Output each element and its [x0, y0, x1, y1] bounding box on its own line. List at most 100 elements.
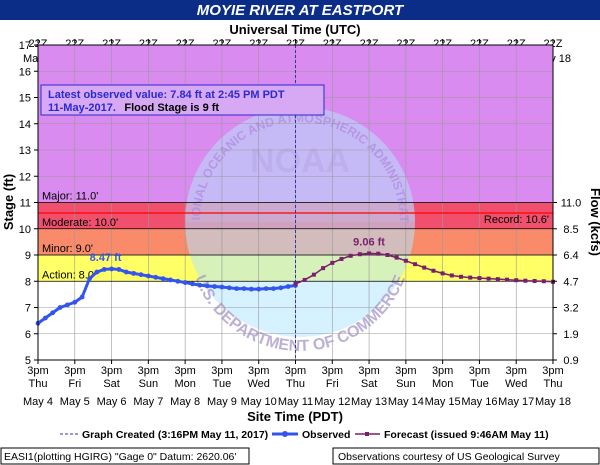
threshold-label-minor: Minor: 9.0'	[42, 243, 93, 255]
forecast-peak-label: 9.06 ft	[353, 236, 385, 248]
observed-point	[87, 276, 92, 282]
observed-peak-label: 8.47 ft	[90, 252, 122, 264]
forecast-point	[330, 260, 335, 265]
local-tick-day: Mon	[432, 378, 453, 390]
observed-point	[153, 274, 159, 280]
local-tick-date: May 6	[97, 396, 127, 408]
threshold-label-action: Action: 8.0'	[42, 269, 96, 281]
local-tick-day: Sun	[396, 378, 416, 390]
info-line2: 11-May-2017. Flood Stage is 9 ft	[48, 98, 219, 115]
local-tick-time: 3pm	[248, 365, 269, 377]
local-tick-day: Wed	[505, 378, 527, 390]
legend: Graph Created (3:16PM May 11, 2017) Obse…	[60, 429, 549, 441]
flow-tick-label: 6.4	[563, 250, 578, 262]
forecast-point	[495, 277, 500, 282]
observed-point	[248, 286, 254, 292]
observed-point	[234, 286, 240, 291]
stage-tick-label: 14	[19, 119, 31, 131]
forecast-point	[339, 256, 344, 261]
forecast-point	[293, 281, 298, 286]
legend-forecast-marker	[365, 432, 369, 436]
forecast-point	[541, 279, 546, 284]
forecast-point	[477, 276, 482, 281]
stage-tick-label: 6	[25, 329, 31, 341]
local-tick-time: 3pm	[285, 365, 306, 377]
observed-point	[123, 269, 129, 275]
stage-tick-label: 7	[25, 303, 31, 315]
observed-point	[42, 315, 48, 321]
observed-point	[226, 285, 232, 291]
legend-forecast-label: Forecast (issued 9:46AM May 11)	[384, 429, 549, 441]
local-tick-date: May 4	[23, 396, 53, 408]
forecast-point	[422, 265, 427, 270]
observed-point	[263, 286, 269, 291]
local-tick-time: 3pm	[506, 365, 527, 377]
observed-point	[204, 283, 210, 289]
stage-tick-label: 12	[19, 171, 31, 183]
info-date: 11-May-2017.	[48, 102, 116, 114]
local-tick-date: May 17	[498, 396, 534, 408]
local-tick-day: Sat	[361, 378, 378, 390]
stage-tick-label: 13	[19, 145, 31, 157]
legend-created-label: Graph Created (3:16PM May 11, 2017)	[82, 429, 268, 441]
local-tick-time: 3pm	[322, 365, 343, 377]
local-tick-day: Wed	[248, 378, 270, 390]
observed-point	[160, 276, 166, 282]
observed-point	[65, 302, 70, 308]
local-tick-time: 3pm	[469, 365, 490, 377]
stage-tick-labels: 5 6 7 8 9 10 11 12 13 14 15 16 17	[19, 40, 38, 367]
forecast-point	[459, 274, 464, 279]
stage-tick-label: 9	[25, 250, 31, 262]
footer-left: EASI1(plotting HGIRG) "Gage 0" Datum: 26…	[4, 451, 236, 463]
local-tick-day: Sat	[103, 378, 120, 390]
stage-tick-label: 16	[19, 66, 31, 78]
forecast-point	[311, 272, 316, 277]
local-tick-time: 3pm	[395, 365, 416, 377]
local-tick-time: 3pm	[174, 365, 195, 377]
forecast-point	[394, 255, 399, 260]
flow-tick-labels: 0.9 1.9 3.2 4.7 6.4 8.5 11.0	[553, 198, 581, 367]
observed-point	[241, 286, 247, 291]
forecast-point	[532, 278, 537, 283]
observed-point	[212, 284, 217, 289]
forecast-point	[321, 266, 326, 271]
local-tick-day: Thu	[544, 378, 563, 390]
forecast-point	[486, 276, 491, 281]
local-tick-date: May 10	[241, 396, 277, 408]
stage-tick-label: 5	[25, 355, 31, 367]
flow-tick-label: 4.7	[563, 276, 578, 288]
local-tick-date: May 14	[388, 396, 424, 408]
observed-point	[182, 280, 188, 285]
footer-right-box	[332, 447, 600, 465]
local-tick-time: 3pm	[432, 365, 453, 377]
forecast-point	[505, 277, 510, 282]
observed-point	[94, 269, 100, 275]
local-tick-date: May 18	[535, 396, 571, 408]
forecast-point	[357, 252, 362, 257]
footer-left-box	[0, 447, 250, 465]
forecast-point	[385, 253, 390, 257]
observed-point	[256, 286, 262, 292]
local-tick-date: May 7	[133, 396, 163, 408]
forecast-point	[367, 251, 372, 256]
forecast-point	[348, 253, 353, 258]
local-tick-time: 3pm	[64, 365, 85, 377]
local-tick-time: 3pm	[101, 365, 122, 377]
local-tick-date: May 16	[461, 396, 497, 408]
observed-point	[79, 294, 85, 300]
local-tick-day: Thu	[286, 378, 305, 390]
observed-point	[190, 281, 195, 287]
forecast-point	[403, 258, 408, 263]
observed-point	[175, 278, 181, 284]
observed-point	[72, 299, 78, 305]
forecast-point	[413, 262, 418, 267]
observed-point	[57, 305, 63, 310]
watermark-emblem-sky	[185, 107, 415, 337]
observed-point	[101, 267, 107, 272]
local-tick-day: Mon	[174, 378, 195, 390]
observed-point	[168, 277, 173, 283]
chart-title: MOYIE RIVER AT EASTPORT	[197, 2, 405, 19]
forecast-point	[468, 275, 473, 280]
local-tick-day: Fri	[68, 378, 81, 390]
